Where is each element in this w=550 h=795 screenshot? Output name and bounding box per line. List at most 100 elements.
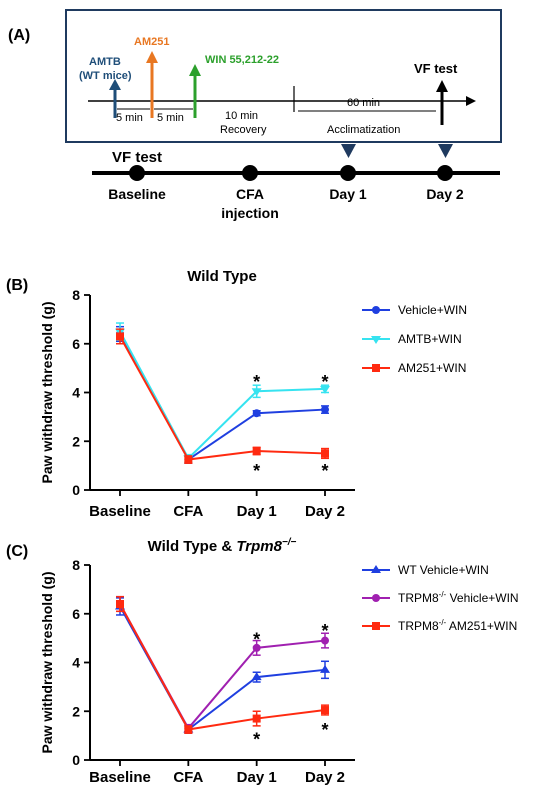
data-point [320,385,330,394]
x-tick-label: Day 1 [237,503,277,520]
y-tick-label: 6 [72,606,80,622]
series-2 [116,595,329,734]
y-tick-label: 2 [72,433,80,449]
amtb-arrowhead [109,79,121,90]
y-tick-label: 0 [72,482,80,498]
data-point [321,449,329,458]
data-point [321,405,329,414]
inset-timeline-arrowhead [466,96,476,106]
x-tick-label: Day 2 [305,769,345,786]
panel-a: (A) AMTB (WT mice) AM251 WIN 55,212-22 5… [8,9,502,221]
y-axis-label: Paw withdraw threshold (g) [39,571,55,753]
legend-marker [371,336,381,344]
timepoint-dot-cfa [242,165,258,181]
recovery-label: Recovery [220,124,267,136]
significance-asterisk: * [253,372,260,392]
y-tick-label: 4 [72,655,80,671]
x-tick-label: CFA [173,769,203,786]
interval-2-label: 5 min [157,112,184,124]
data-point [321,636,329,645]
significance-asterisk: * [321,720,328,740]
chart-title: Wild Type & Trpm8−/− [148,537,297,555]
data-point [252,643,261,652]
series-1 [116,595,329,733]
timepoint-dot-day2 [437,165,453,181]
significance-asterisk: * [253,461,260,481]
legend-entry: TRPM8-/- AM251+WIN [362,618,517,633]
vf-test-inset-label: VF test [414,61,458,76]
timepoint-label-day2: Day 2 [426,186,464,202]
legend-entry: Vehicle+WIN [362,303,467,317]
acclimatization-label: Acclimatization [327,124,400,136]
timepoint-label-day1: Day 1 [329,186,367,202]
x-tick-label: CFA [173,503,203,520]
data-point [252,714,261,723]
acclimatization-duration: 60 min [347,97,380,109]
legend-label: TRPM8-/- Vehicle+WIN [398,590,519,605]
am251-label: AM251 [134,36,169,48]
data-point [321,706,329,715]
vf-test-arrowhead [436,80,448,92]
legend-marker [372,622,380,630]
data-point [252,409,261,418]
legend-marker [371,565,381,573]
significance-asterisk: * [253,630,260,650]
timepoint-label-cfa: CFA [236,186,264,202]
interval-1-label: 5 min [116,112,143,124]
day1-pointer-triangle [341,144,356,158]
legend-label: TRPM8-/- AM251+WIN [398,618,517,633]
x-tick-label: Baseline [89,503,151,520]
legend-entry: WT Vehicle+WIN [362,563,489,577]
amtb-label-line2: (WT mice) [79,70,132,82]
y-tick-label: 6 [72,336,80,352]
data-point [116,600,124,608]
am251-arrowhead [146,51,158,63]
chart-panel-c: (C) Wild Type & Trpm8−/− Paw withdraw thre… [6,537,519,786]
series-0 [116,325,329,464]
significance-asterisk: * [321,372,328,392]
timepoint-dot-day1 [340,165,356,181]
legend-label: WT Vehicle+WIN [398,563,489,577]
data-point [251,388,262,397]
series-line [119,333,326,461]
significance-asterisk: * [253,730,260,750]
y-tick-label: 8 [72,287,80,303]
y-tick-label: 8 [72,557,80,573]
legend-label: AM251+WIN [398,361,466,375]
data-point [252,447,261,455]
legend-entry: AM251+WIN [362,361,466,375]
series-2 [116,328,329,464]
series-line [119,331,326,460]
series-line [119,603,326,731]
x-tick-label: Day 2 [305,503,345,520]
series-line [119,335,326,461]
x-tick-label: Day 1 [237,769,277,786]
y-tick-label: 0 [72,752,80,768]
win-label: WIN 55,212-22 [205,54,279,66]
timepoint-label-cfa-line2: injection [221,205,279,221]
charts: (B) Wild Type Paw withdraw threshold (g) 0 2… [6,268,519,786]
data-point [184,455,193,464]
y-axis-label: Paw withdraw threshold (g) [39,301,55,483]
y-tick-label: 2 [72,703,80,719]
panel-label: (B) [6,277,28,294]
legend-marker [372,364,380,372]
data-point [251,672,262,681]
day2-pointer-triangle [438,144,453,158]
data-point [320,664,330,673]
vf-test-main-label: VF test [112,149,162,166]
legend-marker [372,306,380,314]
inset-box [65,9,502,143]
panel-a-label: (A) [8,27,30,44]
chart-title: Wild Type [187,268,257,285]
win-arrowhead [189,64,201,76]
timepoint-label-baseline: Baseline [108,186,166,202]
y-tick-label: 4 [72,385,80,401]
legend-label: Vehicle+WIN [398,303,467,317]
significance-asterisk: * [321,461,328,481]
series-line [119,603,326,731]
legend-entry: AMTB+WIN [362,332,462,346]
series-line [119,605,326,732]
